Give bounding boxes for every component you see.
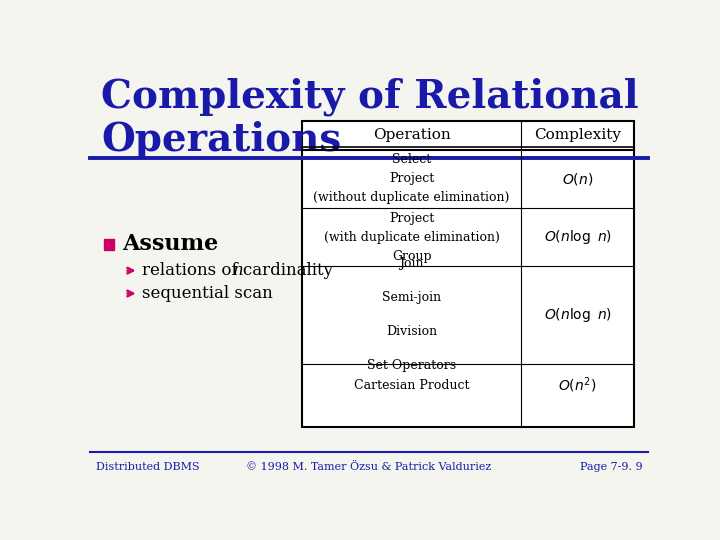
Text: Complexity of Relational: Complexity of Relational: [101, 77, 639, 116]
Bar: [104, 239, 114, 250]
Text: $O(n\log\ n)$: $O(n\log\ n)$: [544, 306, 611, 324]
Text: Select
Project
(without duplicate elimination): Select Project (without duplicate elimin…: [313, 153, 510, 205]
Text: Complexity: Complexity: [534, 129, 621, 143]
Text: Assume: Assume: [122, 233, 218, 255]
Text: n: n: [233, 262, 243, 279]
Text: relations of cardinality: relations of cardinality: [142, 262, 338, 279]
Text: $O(n\log\ n)$: $O(n\log\ n)$: [544, 228, 611, 246]
Text: © 1998 M. Tamer Özsu & Patrick Valduriez: © 1998 M. Tamer Özsu & Patrick Valduriez: [246, 462, 492, 472]
Text: Project
(with duplicate elimination)
Group: Project (with duplicate elimination) Gro…: [324, 212, 500, 262]
Text: Operations: Operations: [101, 121, 341, 159]
Text: Page 7-9. 9: Page 7-9. 9: [580, 462, 642, 472]
Text: Join

Semi-join

Division

Set Operators: Join Semi-join Division Set Operators: [367, 258, 456, 373]
Text: Distributed DBMS: Distributed DBMS: [96, 462, 199, 472]
Text: sequential scan: sequential scan: [142, 285, 273, 302]
Text: Operation: Operation: [373, 129, 451, 143]
Text: $O(n)$: $O(n)$: [562, 171, 593, 187]
Text: $O(n^2)$: $O(n^2)$: [558, 375, 597, 395]
Text: Cartesian Product: Cartesian Product: [354, 379, 469, 392]
FancyBboxPatch shape: [302, 121, 634, 427]
